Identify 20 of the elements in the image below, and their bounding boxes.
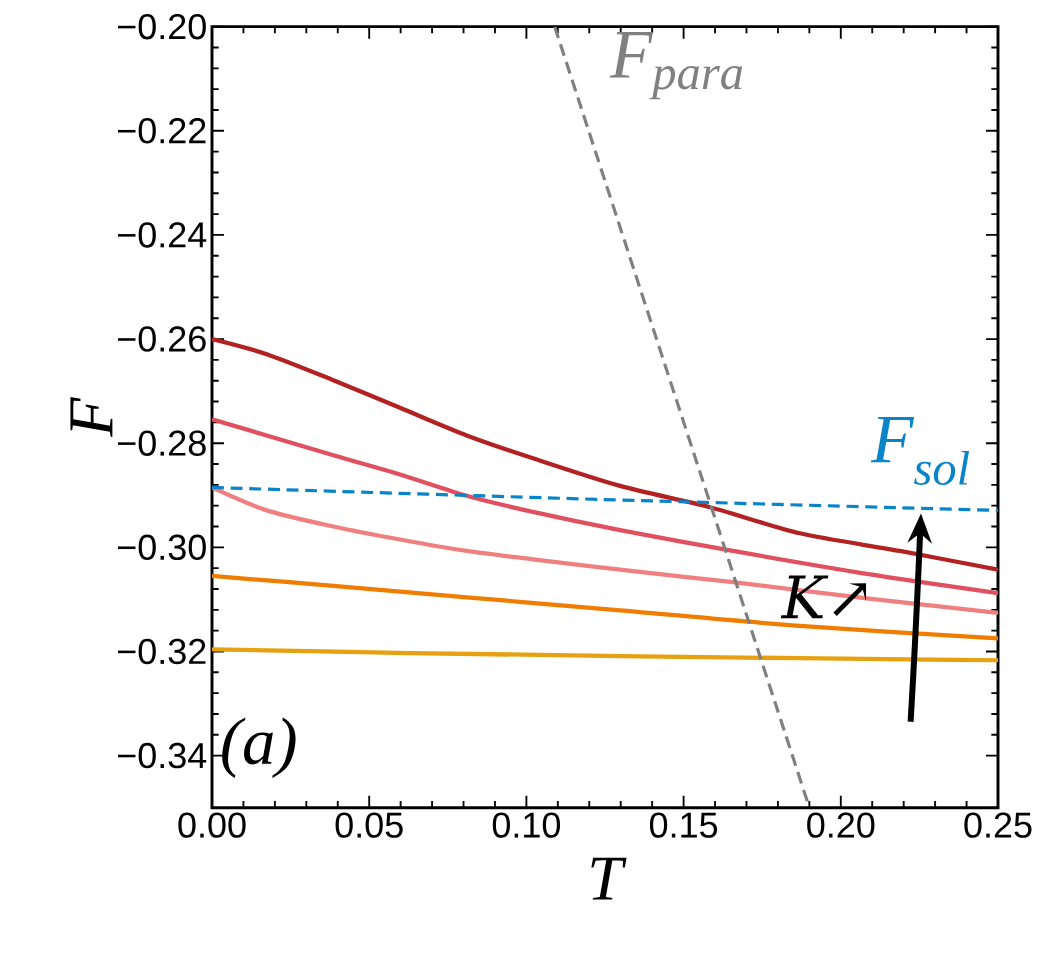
y-tick-label: −0.20 xyxy=(117,13,206,40)
x-axis-title: T xyxy=(591,857,627,900)
x-tick-label: 0.00 xyxy=(178,812,246,838)
x-tick-label: 0.20 xyxy=(807,812,875,838)
y-tick-label: −0.28 xyxy=(117,430,206,456)
y-tick-label: −0.26 xyxy=(117,326,206,352)
x-tick-label: 0.10 xyxy=(492,812,561,838)
y-tick-label: −0.30 xyxy=(117,534,206,560)
y-tick-label: −0.34 xyxy=(117,742,207,769)
annotation: (a) xyxy=(222,717,296,778)
y-tick-label: −0.32 xyxy=(117,638,206,665)
y-tick-label: −0.24 xyxy=(117,222,207,248)
y-tick-label: −0.22 xyxy=(117,117,206,144)
series-label: F$_{sol}$ xyxy=(870,416,970,485)
y-axis-title: F xyxy=(70,396,113,437)
x-tick-label: 0.25 xyxy=(964,812,1032,838)
annotation: K↗ xyxy=(780,575,867,619)
x-tick-label: 0.15 xyxy=(649,812,718,838)
x-tick-label: 0.05 xyxy=(335,812,403,838)
series-label: F$_{para}$ xyxy=(609,31,743,100)
